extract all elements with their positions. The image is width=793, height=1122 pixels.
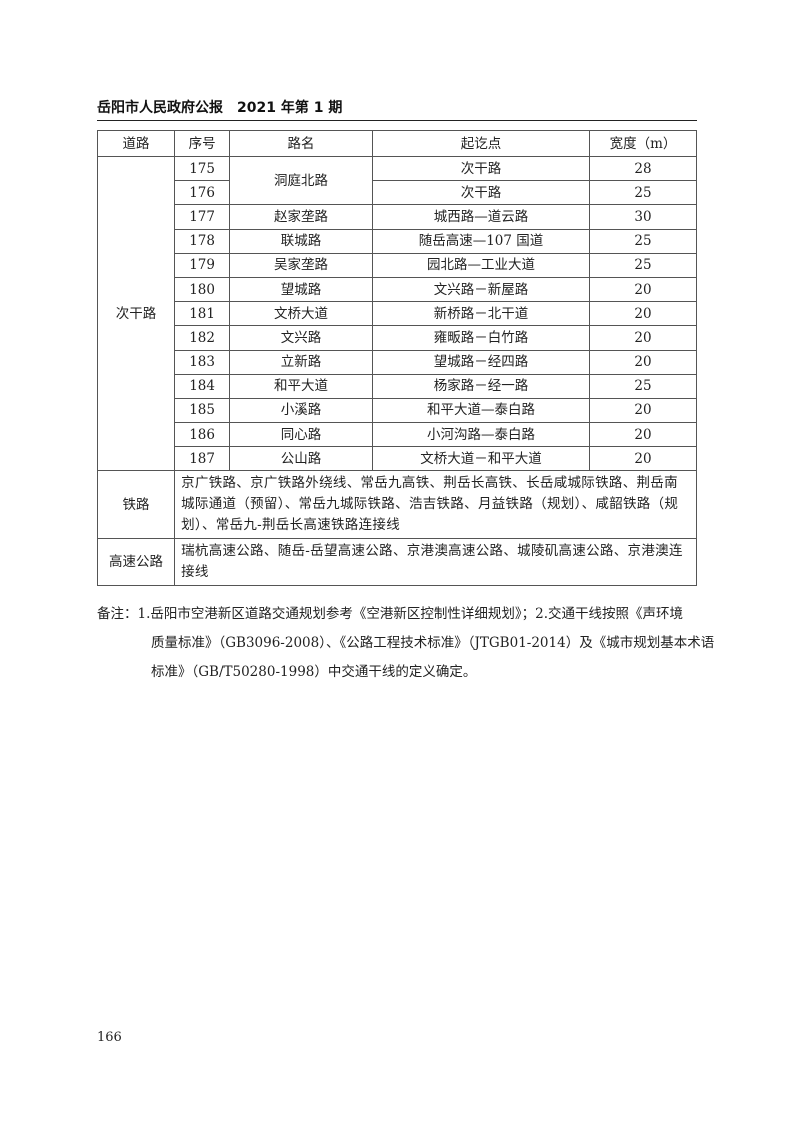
railway-row: 铁路 京广铁路、京广铁路外绕线、常岳九高铁、荆岳长高铁、长岳咸城际铁路、荆岳南 城际… — [96, 470, 697, 540]
table-row: 次干路 175 洞庭北路 次干路 28 — [96, 155, 698, 472]
serial-cell: 183 — [174, 349, 231, 375]
road-name-cell: 同心路 — [229, 422, 374, 448]
table-row: 181 文桥大道 新桥路－北干道 20 — [98, 301, 698, 327]
span-cell: 小河沟路—泰白路 — [372, 422, 590, 448]
span-cell: 文桥大道－和平大道 — [372, 446, 590, 472]
table-row: 176 次干路 25 — [98, 180, 698, 206]
issue-label: 2021 年第 1 期 — [237, 100, 343, 116]
highway-row: 高速公路 瑞杭高速公路、随岳-岳望高速公路、京港澳高速公路、城陵矶高速公路、京港澳… — [96, 538, 697, 587]
width-cell: 20 — [588, 397, 698, 424]
width-cell: 20 — [588, 301, 698, 327]
width-cell: 25 — [588, 252, 698, 278]
railway-line: 划）、常岳九-荆岳长高速铁路连接线 — [181, 517, 401, 534]
table-row: 177 赵家垄路 城西路—道云路 30 — [98, 204, 698, 230]
table-row: 187 公山路 文桥大道－和平大道 20 — [98, 446, 698, 472]
highway-list: 瑞杭高速公路、随岳-岳望高速公路、京港澳高速公路、城陵矶高速公路、京港澳连 接线 — [174, 538, 697, 587]
road-name-cell: 吴家垄路 — [229, 252, 374, 278]
road-name-cell: 立新路 — [229, 349, 374, 375]
serial-cell: 181 — [174, 301, 231, 327]
width-cell: 20 — [588, 422, 698, 448]
span-cell: 次干路 — [372, 180, 590, 206]
highway-label: 高速公路 — [96, 538, 176, 587]
road-name-cell: 文兴路 — [229, 325, 374, 351]
span-cell: 园北路—工业大道 — [372, 252, 590, 278]
railway-label: 铁路 — [96, 470, 176, 540]
table-row: 182 文兴路 雍畈路－白竹路 20 — [98, 325, 698, 351]
railway-list: 京广铁路、京广铁路外绕线、常岳九高铁、荆岳长高铁、长岳咸城际铁路、荆岳南 城际通道… — [174, 470, 697, 540]
road-name-cell: 小溪路 — [229, 397, 374, 424]
column-header: 起讫点 — [372, 130, 590, 157]
category-cell: 次干路 — [96, 155, 176, 472]
serial-cell: 176 — [174, 180, 231, 206]
serial-cell: 178 — [174, 228, 231, 254]
note-line: 备注：1.岳阳市空港新区道路交通规划参考《空港新区控制性详细规划》；2.交通干线… — [97, 606, 684, 622]
width-cell: 20 — [588, 276, 698, 303]
width-cell: 30 — [588, 204, 698, 230]
span-cell: 随岳高速—107 国道 — [372, 228, 590, 254]
table-row: 178 联城路 随岳高速—107 国道 25 — [98, 228, 698, 254]
serial-cell: 187 — [174, 446, 231, 472]
road-name-cell: 赵家垄路 — [229, 204, 374, 230]
road-name-cell: 和平大道 — [229, 373, 374, 399]
span-cell: 文兴路－新屋路 — [372, 276, 590, 303]
width-cell: 20 — [588, 349, 698, 375]
column-header: 道路 — [96, 130, 176, 157]
road-name-cell: 洞庭北路 — [229, 155, 374, 206]
width-cell: 25 — [588, 180, 698, 206]
table-row: 183 立新路 望城路－经四路 20 — [98, 349, 698, 375]
road-name-cell: 公山路 — [229, 446, 374, 472]
railway-line: 城际通道（预留）、常岳九城际铁路、浩吉铁路、月益铁路（规划）、咸韶铁路（规 — [181, 496, 679, 513]
highway-line: 接线 — [181, 564, 209, 581]
serial-cell: 184 — [174, 373, 231, 399]
span-cell: 雍畈路－白竹路 — [372, 325, 590, 351]
table-row: 185 小溪路 和平大道—泰白路 20 — [98, 397, 698, 424]
road-name-cell: 联城路 — [229, 228, 374, 254]
column-header: 路名 — [229, 130, 374, 157]
road-name-cell: 望城路 — [229, 276, 374, 303]
column-header: 序号 — [174, 130, 231, 157]
width-cell: 20 — [588, 446, 698, 472]
road-table: 道路 序号 路名 起讫点 宽度（m） 次干路 175 洞庭北路 次干路 28 176 次干路… — [96, 130, 698, 587]
road-name-cell: 文桥大道 — [229, 301, 374, 327]
serial-cell: 179 — [174, 252, 231, 278]
span-cell: 杨家路－经一路 — [372, 373, 590, 399]
page-number: 166 — [97, 1030, 122, 1045]
note-line: 质量标准》（GB3096-2008）、《公路工程技术标准》（JTGB01-201… — [151, 635, 715, 651]
width-cell: 28 — [588, 155, 698, 182]
span-cell: 新桥路－北干道 — [372, 301, 590, 327]
table-row: 186 同心路 小河沟路—泰白路 20 — [98, 422, 698, 448]
span-cell: 城西路—道云路 — [372, 204, 590, 230]
serial-cell: 186 — [174, 422, 231, 448]
notes: 备注：1.岳阳市空港新区道路交通规划参考《空港新区控制性详细规划》；2.交通干线… — [97, 600, 715, 687]
note-line: 标准》（GB/T50280-1998）中交通干线的定义确定。 — [151, 664, 477, 680]
running-header: 岳阳市人民政府公报 2021 年第 1 期 — [97, 97, 356, 117]
header-rule — [97, 120, 697, 121]
table-row: 180 望城路 文兴路－新屋路 20 — [98, 276, 698, 303]
serial-cell: 182 — [174, 325, 231, 351]
table-header-row: 道路 序号 路名 起讫点 宽度（m） — [96, 130, 698, 157]
table-row: 179 吴家垄路 园北路—工业大道 25 — [98, 252, 698, 278]
width-cell: 25 — [588, 373, 698, 399]
table-row: 184 和平大道 杨家路－经一路 25 — [98, 373, 698, 399]
serial-cell: 180 — [174, 276, 231, 303]
span-cell: 望城路－经四路 — [372, 349, 590, 375]
highway-line: 瑞杭高速公路、随岳-岳望高速公路、京港澳高速公路、城陵矶高速公路、京港澳连 — [181, 543, 683, 560]
serial-cell: 175 — [174, 155, 231, 182]
span-cell: 和平大道—泰白路 — [372, 397, 590, 424]
width-cell: 20 — [588, 325, 698, 351]
serial-cell: 185 — [174, 397, 231, 424]
span-cell: 次干路 — [372, 155, 590, 182]
column-header: 宽度（m） — [588, 130, 698, 157]
width-cell: 25 — [588, 228, 698, 254]
railway-line: 京广铁路、京广铁路外绕线、常岳九高铁、荆岳长高铁、长岳咸城际铁路、荆岳南 — [181, 475, 678, 492]
publication-title: 岳阳市人民政府公报 — [97, 100, 223, 116]
serial-cell: 177 — [174, 204, 231, 230]
